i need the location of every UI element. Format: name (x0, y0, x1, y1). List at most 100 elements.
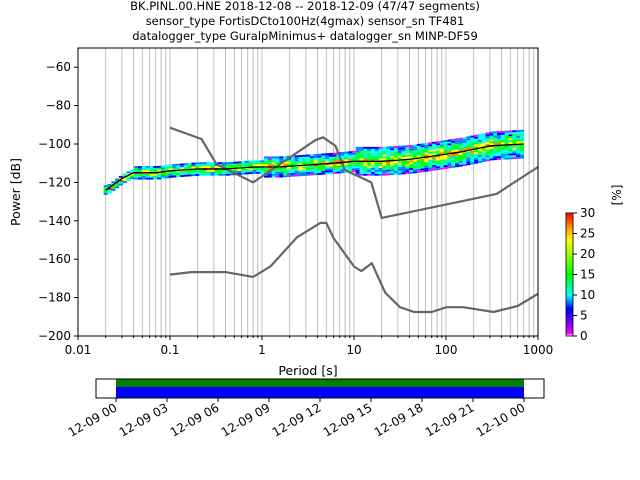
heatmap-cell (455, 155, 460, 158)
heatmap-cell (428, 163, 433, 166)
heatmap-cell (122, 177, 127, 180)
heatmap-cell (153, 169, 158, 172)
heatmap-cell (306, 154, 311, 157)
heatmap-cell (512, 141, 517, 144)
heatmap-cell (397, 172, 402, 175)
heatmap-cell (477, 143, 483, 146)
heatmap-cell (497, 133, 502, 135)
heatmap-cell (138, 169, 143, 172)
heatmap-cell (237, 171, 242, 173)
heatmap-cell (306, 169, 311, 172)
heatmap-cell (500, 136, 505, 139)
heatmap-cell (451, 158, 456, 161)
heatmap-cell (504, 157, 509, 160)
heatmap-cell (466, 153, 471, 156)
heatmap-cell (256, 169, 261, 172)
heatmap-cell (497, 148, 502, 151)
heatmap-cell (210, 164, 215, 167)
heatmap-cell (176, 165, 181, 168)
y-tick-label: −100 (38, 137, 71, 151)
heatmap-cell (393, 161, 399, 164)
heatmap-cell (409, 169, 414, 172)
heatmap-cell (313, 161, 318, 164)
heatmap-cell (115, 186, 120, 189)
heatmap-cell (118, 179, 124, 182)
heatmap-cell (455, 138, 460, 141)
heatmap-cell (187, 174, 192, 177)
heatmap-cell (149, 166, 154, 168)
heatmap-cell (370, 164, 376, 167)
heatmap-cell (180, 171, 185, 174)
heatmap-cell (519, 145, 525, 148)
heatmap-cell (153, 173, 158, 176)
heatmap-cell (122, 175, 127, 178)
heatmap-cell (107, 184, 112, 186)
heatmap-cell (500, 132, 505, 135)
heatmap-cell (367, 146, 372, 149)
heatmap-cell (424, 144, 429, 147)
heatmap-cell (462, 164, 467, 166)
heatmap-cell (516, 131, 521, 134)
heatmap-cell (271, 164, 276, 167)
heatmap-cell (455, 163, 460, 166)
heatmap-cell (363, 162, 368, 165)
timeline-tick-label: 12-09 18 (372, 400, 426, 439)
heatmap-cell (286, 163, 292, 166)
heatmap-cell (202, 169, 208, 172)
figure-title-line-2: sensor_type FortisDCto100Hz(4gmax) senso… (146, 14, 465, 28)
colorbar-label: [%] (610, 185, 624, 206)
heatmap-cell (382, 150, 387, 153)
heatmap-cell (432, 164, 437, 167)
heatmap-cell (451, 144, 456, 147)
heatmap-cell (336, 167, 341, 170)
heatmap-cell (241, 170, 246, 173)
heatmap-cell (237, 161, 242, 164)
heatmap-cell (428, 148, 433, 151)
heatmap-cell (244, 168, 250, 171)
y-tick-label: −80 (46, 99, 71, 113)
heatmap-cell (508, 134, 513, 137)
heatmap-cell (516, 151, 521, 154)
heatmap-cell (111, 185, 116, 188)
heatmap-cell (103, 185, 108, 188)
x-axis-label: Period [s] (278, 363, 337, 378)
heatmap-cell (115, 184, 120, 187)
heatmap-cell (130, 171, 135, 174)
heatmap-cell (199, 173, 204, 176)
heatmap-cell (160, 176, 166, 179)
heatmap-cell (172, 165, 177, 168)
heatmap-cell (359, 148, 364, 151)
heatmap-cell (409, 154, 414, 157)
heatmap-cell (370, 154, 376, 157)
heatmap-cell (294, 166, 299, 169)
heatmap-cell (500, 134, 505, 137)
heatmap-cell (458, 139, 463, 142)
heatmap-cell (416, 153, 421, 156)
heatmap-cell (512, 145, 517, 148)
heatmap-cell (260, 168, 265, 170)
heatmap-cell (504, 136, 509, 139)
heatmap-cell (481, 140, 486, 143)
heatmap-cell (435, 145, 441, 148)
heatmap-cell (378, 173, 383, 176)
heatmap-cell (462, 139, 467, 142)
heatmap-cell (447, 145, 452, 148)
heatmap-cell (233, 163, 238, 166)
heatmap-cell (397, 164, 402, 167)
heatmap-cell (298, 172, 303, 175)
heatmap-cell (344, 166, 349, 169)
heatmap-cell (168, 172, 173, 174)
heatmap-cell (393, 147, 399, 150)
heatmap-cell (164, 172, 169, 175)
heatmap-cell (405, 164, 410, 167)
heatmap-cell (466, 147, 471, 150)
heatmap-cell (497, 140, 502, 143)
heatmap-cell (477, 137, 483, 140)
heatmap-cell (302, 154, 307, 157)
heatmap-cell (462, 162, 467, 165)
heatmap-cell (275, 171, 280, 174)
timeline-tick-label: 12-09 00 (66, 400, 120, 439)
heatmap-cell (439, 150, 444, 153)
heatmap-cell (306, 173, 311, 176)
heatmap-cell (493, 142, 498, 145)
